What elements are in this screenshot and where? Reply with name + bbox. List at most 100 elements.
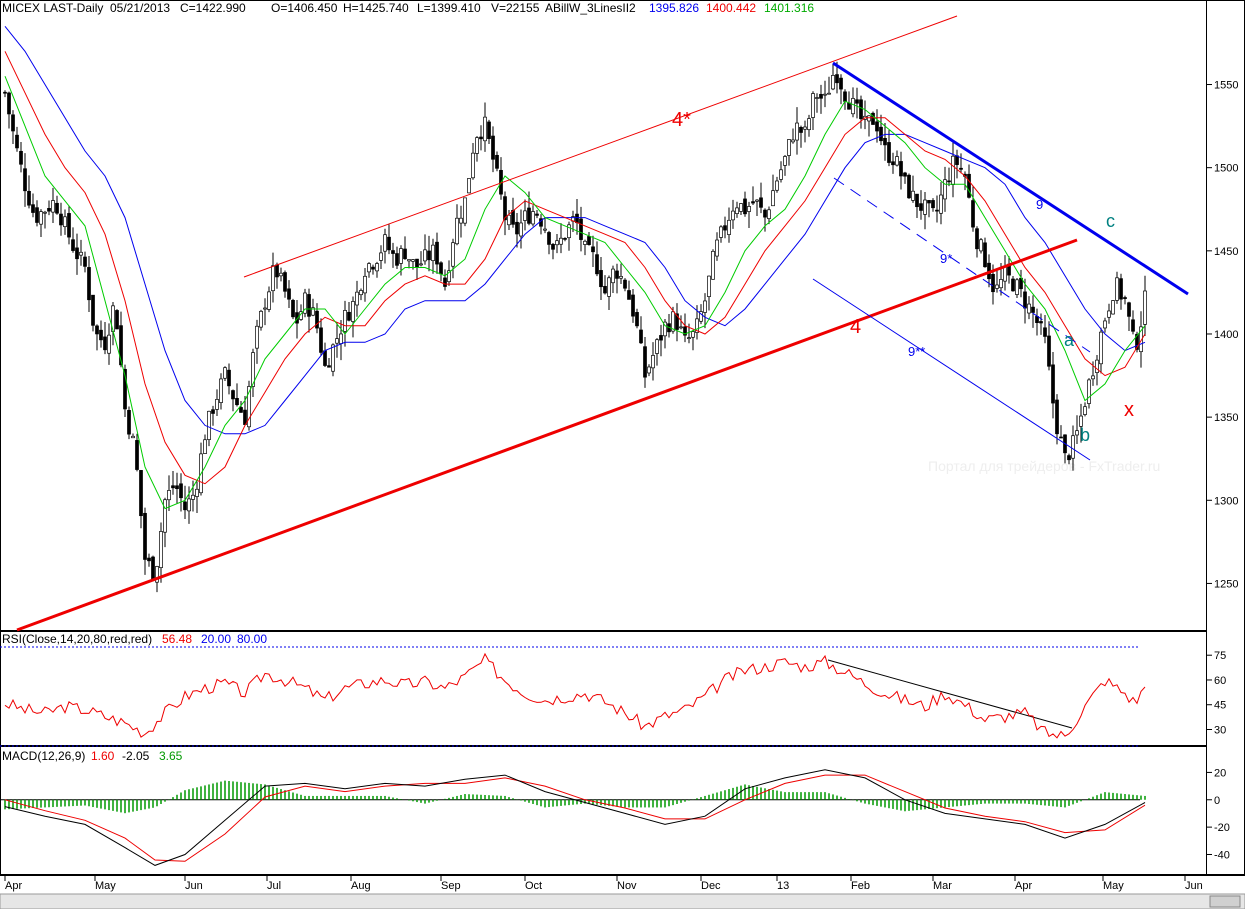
rsi-tick-label: 30: [1214, 724, 1226, 736]
candle-body: [315, 310, 319, 329]
candle-body: [63, 216, 67, 228]
candle-body: [19, 150, 23, 165]
candle-body: [523, 210, 527, 221]
price-tick-label: 1450: [1214, 246, 1238, 258]
candle-body: [1099, 331, 1103, 365]
candle-body: [375, 263, 379, 272]
candle-body: [371, 266, 375, 270]
candle-body: [391, 250, 395, 254]
candle-body: [307, 294, 311, 317]
candle-body: [1067, 455, 1071, 461]
high-label: H=1425.740: [343, 1, 409, 15]
price-tick-label: 1250: [1214, 578, 1238, 590]
watermark: Портал для трейдеров - FxTrader.ru: [928, 458, 1160, 474]
candle-body: [903, 172, 907, 177]
candle-body: [411, 259, 415, 262]
candle-body: [1035, 316, 1039, 323]
candle-body: [267, 291, 271, 310]
candle-body: [955, 155, 959, 165]
candle-body: [907, 174, 911, 199]
candle-body: [1103, 320, 1107, 329]
candle-body: [323, 350, 327, 366]
candle-body: [775, 180, 779, 191]
candle-body: [655, 339, 659, 354]
candle-body: [75, 247, 79, 260]
candle-body: [335, 338, 339, 344]
month-tick-label: Dec: [701, 880, 721, 892]
candle-body: [471, 152, 475, 179]
wave-labels: 4* 4 9 9* 9** a b c x: [672, 109, 1134, 445]
candle-body: [103, 336, 107, 351]
candle-body: [131, 435, 135, 439]
candle-body: [799, 127, 803, 133]
candle-body: [823, 93, 827, 96]
rsi-tick-label: 75: [1214, 650, 1226, 662]
candle-body: [179, 483, 183, 499]
candle-body: [703, 300, 707, 313]
candle-body: [831, 74, 835, 90]
candle-body: [7, 92, 11, 115]
price-tick-label: 1400: [1214, 329, 1238, 341]
candle-body: [355, 291, 359, 306]
volume-label: V=22155: [491, 1, 540, 15]
candle-body: [487, 121, 491, 139]
candle-body: [379, 252, 383, 261]
candle-body: [107, 334, 111, 354]
candle-body: [155, 566, 159, 583]
month-tick-label: Jul: [267, 880, 281, 892]
macd-tick-label: -40: [1214, 849, 1230, 861]
candle-body: [367, 263, 371, 273]
candle-body: [687, 337, 691, 339]
candle-body: [943, 179, 947, 200]
candle-body: [255, 325, 259, 349]
month-tick-label: Mar: [933, 880, 952, 892]
candle-body: [43, 211, 47, 214]
scrollbar-thumb[interactable]: [1209, 895, 1241, 908]
candle-body: [783, 156, 787, 166]
candle-body: [191, 494, 195, 500]
candle-body: [791, 139, 795, 143]
candle-body: [663, 321, 667, 337]
candle-body: [83, 256, 87, 267]
wave-label-9starstar: 9**: [908, 344, 925, 359]
candle-body: [1139, 326, 1143, 353]
candle-body: [579, 218, 583, 240]
candle-body: [99, 329, 103, 341]
candle-body: [1039, 321, 1043, 324]
bottom-scrollbar[interactable]: [0, 893, 1245, 909]
candle-body: [67, 213, 71, 238]
candle-body: [615, 270, 619, 279]
candle-body: [171, 485, 175, 489]
candle-body: [263, 307, 267, 310]
candle-body: [151, 556, 155, 581]
candle-body: [143, 512, 147, 560]
candle-body: [835, 74, 839, 84]
candle-body: [399, 248, 403, 264]
candle-body: [887, 142, 891, 163]
candle-body: [895, 156, 899, 166]
price-y-axis: 1250 1300 1350 1400 1450 1500 1550: [1206, 80, 1238, 590]
candle-body: [951, 155, 955, 185]
line1-value: 1395.826: [649, 1, 699, 15]
candle-body: [1087, 379, 1091, 404]
candle-body: [311, 307, 315, 316]
candle-body: [495, 154, 499, 169]
candle-body: [159, 531, 163, 568]
candle-body: [423, 249, 427, 262]
candle-body: [699, 311, 703, 322]
candle-body: [55, 202, 59, 214]
wave-label-c: c: [1106, 211, 1115, 231]
candle-body: [319, 327, 323, 353]
candle-body: [1079, 415, 1083, 427]
candle-body: [3, 91, 7, 94]
candle-body: [223, 367, 227, 379]
candle-body: [1043, 327, 1047, 337]
candle-body: [795, 122, 799, 141]
candle-body: [659, 335, 663, 341]
candle-body: [1051, 364, 1055, 404]
candle-body: [35, 207, 39, 223]
month-tick-label: 13: [777, 880, 789, 892]
candle-body: [395, 253, 399, 266]
candle-body: [1107, 310, 1111, 318]
